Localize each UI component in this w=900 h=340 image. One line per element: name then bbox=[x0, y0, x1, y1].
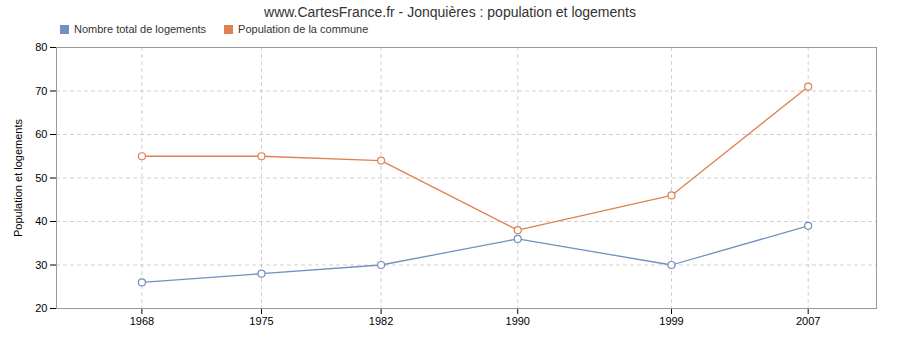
svg-text:1968: 1968 bbox=[130, 315, 154, 327]
svg-text:20: 20 bbox=[35, 302, 47, 314]
svg-text:80: 80 bbox=[35, 41, 47, 53]
svg-text:70: 70 bbox=[35, 85, 47, 97]
svg-text:1982: 1982 bbox=[369, 315, 393, 327]
svg-text:1990: 1990 bbox=[506, 315, 530, 327]
svg-text:50: 50 bbox=[35, 172, 47, 184]
html-text:Nombre total de logements: Nombre total de logements bbox=[74, 23, 207, 35]
html-text:www.CartesFrance.fr - Jonquièr: www.CartesFrance.fr - Jonquières : popul… bbox=[264, 4, 636, 20]
svg-text:1999: 1999 bbox=[659, 315, 683, 327]
svg-text:1975: 1975 bbox=[249, 315, 273, 327]
svg-text:60: 60 bbox=[35, 128, 47, 140]
svg-text:30: 30 bbox=[35, 259, 47, 271]
html-text:Population de la commune: Population de la commune bbox=[238, 23, 369, 35]
svg-text:Population et logements: Population et logements bbox=[12, 118, 24, 237]
svg-text:40: 40 bbox=[35, 215, 47, 227]
svg-text:2007: 2007 bbox=[796, 315, 820, 327]
